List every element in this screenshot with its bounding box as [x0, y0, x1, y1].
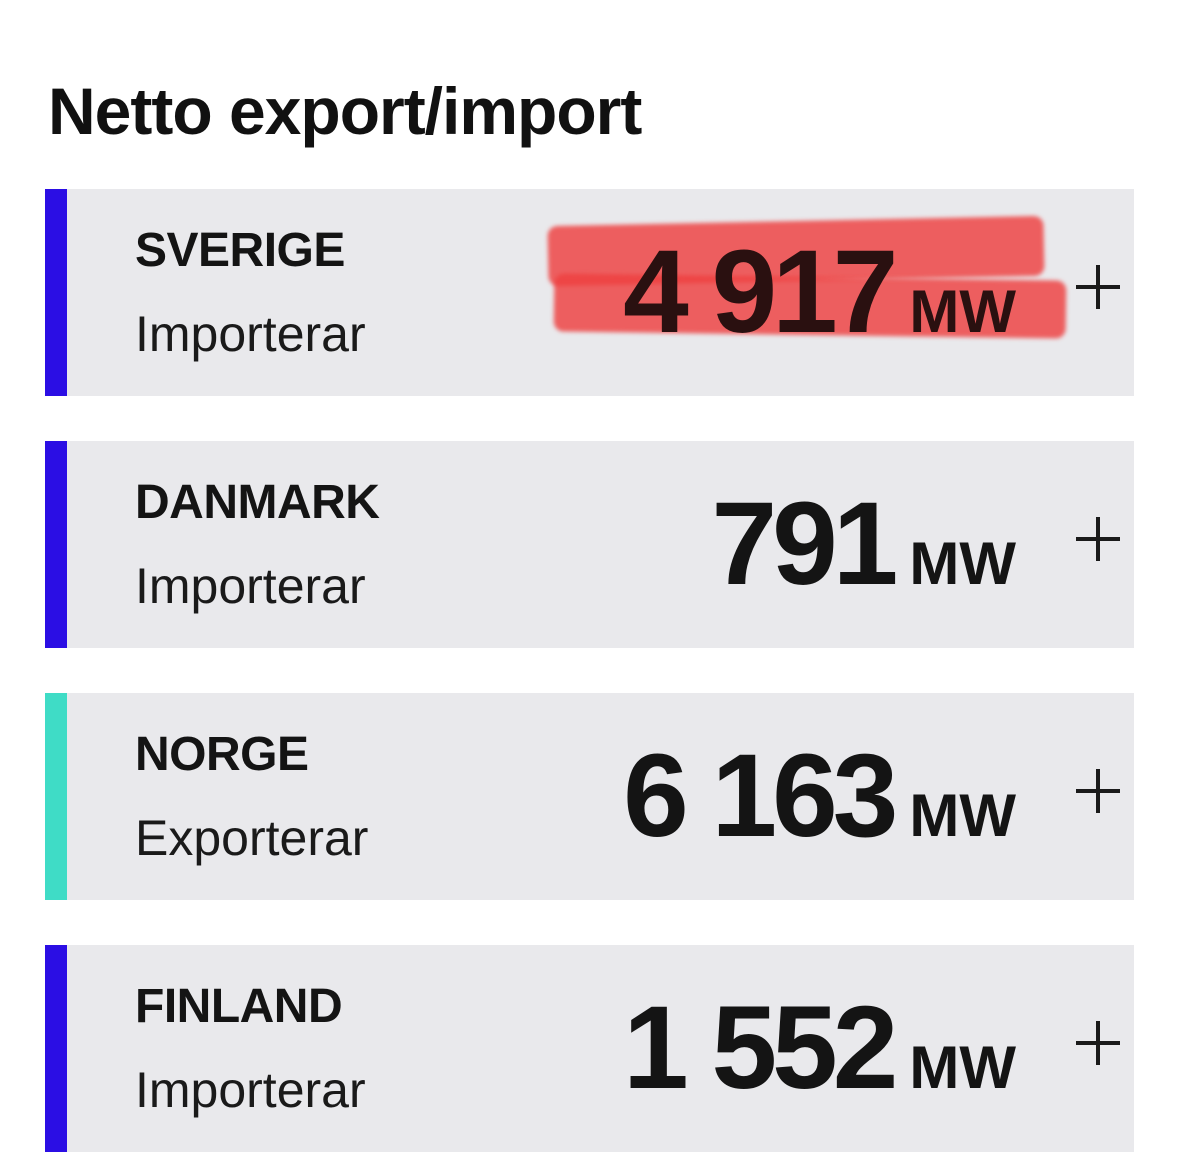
country-name: DANMARK [135, 476, 380, 529]
import-stripe [45, 189, 67, 396]
power-readout: 1 552 MW [623, 989, 1016, 1107]
country-name: NORGE [135, 728, 309, 781]
export-stripe [45, 693, 67, 900]
power-readout: 4 917 MW [623, 233, 1016, 351]
power-unit: MW [909, 278, 1016, 345]
power-readout: 791 MW [711, 485, 1016, 603]
plus-icon[interactable] [1076, 517, 1120, 561]
power-unit: MW [909, 530, 1016, 597]
country-card-norge: NORGE Exporterar 6 163 MW [45, 693, 1134, 900]
flow-status: Exporterar [135, 810, 369, 866]
power-value: 6 163 [623, 730, 898, 862]
country-card-danmark: DANMARK Importerar 791 MW [45, 441, 1134, 648]
country-card-sverige: SVERIGE Importerar 4 917 MW [45, 189, 1134, 396]
plus-icon[interactable] [1076, 769, 1120, 813]
import-stripe [45, 441, 67, 648]
country-card-finland: FINLAND Importerar 1 552 MW [45, 945, 1134, 1152]
country-name: FINLAND [135, 980, 343, 1033]
power-value: 4 917 [623, 226, 898, 358]
power-readout: 6 163 MW [623, 737, 1016, 855]
flow-status: Importerar [135, 306, 366, 362]
power-value: 1 552 [623, 982, 898, 1114]
import-stripe [45, 945, 67, 1152]
page-title: Netto export/import [48, 74, 642, 148]
plus-icon[interactable] [1076, 1021, 1120, 1065]
power-unit: MW [909, 1034, 1016, 1101]
power-unit: MW [909, 782, 1016, 849]
plus-icon[interactable] [1076, 265, 1120, 309]
country-name: SVERIGE [135, 224, 345, 277]
flow-status: Importerar [135, 1062, 366, 1118]
flow-status: Importerar [135, 558, 366, 614]
power-value: 791 [711, 478, 898, 610]
